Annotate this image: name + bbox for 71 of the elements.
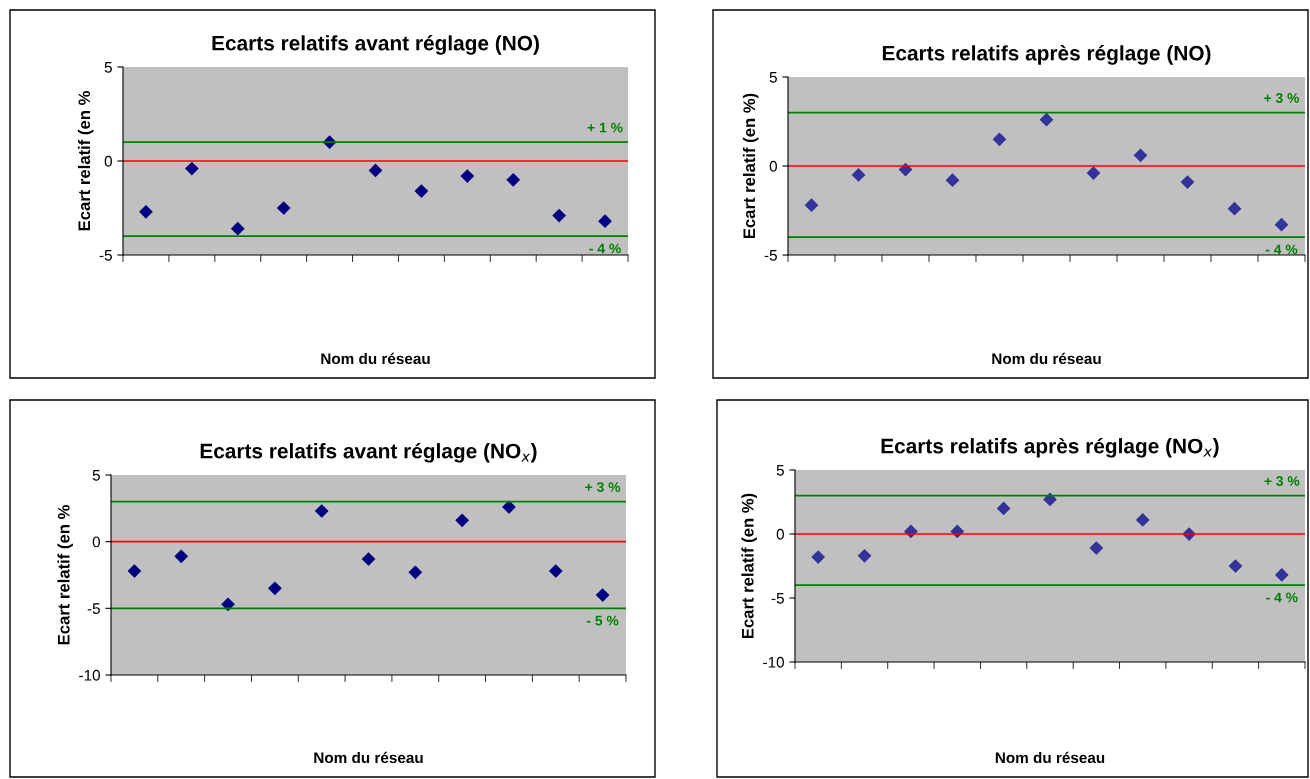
y-tick-label: -5 (87, 603, 100, 615)
point (598, 214, 612, 228)
point (1275, 568, 1289, 582)
ref-line-label: + 1 % (587, 122, 623, 133)
point (315, 504, 329, 518)
point (549, 564, 563, 578)
point (992, 132, 1007, 146)
point (414, 184, 428, 198)
ref-line-label: - 4 % (589, 243, 621, 254)
point (1228, 559, 1243, 573)
point (268, 581, 282, 595)
point (361, 552, 376, 566)
ref-line-label: + 3 % (1264, 476, 1300, 486)
point (596, 588, 610, 602)
ref-line-label: + 3 % (1264, 93, 1300, 103)
point (174, 549, 188, 563)
point (185, 161, 199, 176)
y-axis-title: Ecart relatif (en % (57, 505, 73, 645)
y-axis-title: Ecart relatif (en %) (741, 493, 757, 639)
point (139, 205, 153, 219)
point (1043, 492, 1057, 507)
point (368, 163, 383, 177)
point (1089, 541, 1103, 555)
y-tick-label: 0 (769, 160, 777, 172)
point (851, 168, 866, 182)
point (1133, 148, 1148, 162)
y-tick-label: 5 (776, 465, 784, 476)
x-axis-title: Nom du réseau (995, 751, 1105, 764)
y-tick-label: -5 (771, 593, 784, 604)
ref-line-label: - 4 % (1266, 592, 1298, 603)
y-tick-label: -10 (79, 669, 100, 681)
point (1227, 202, 1242, 216)
y-tick-label: 0 (776, 528, 784, 540)
y-axis-title: Ecart relatif (en % (77, 91, 94, 231)
point (857, 549, 872, 563)
x-axis-title: Nom du réseau (321, 352, 430, 365)
chart-title: Ecarts relatifs avant réglage (NO$_{x}$) (200, 442, 537, 463)
ref-line-label: + 3 % (585, 482, 621, 492)
ref-line-label: - 4 % (1265, 244, 1298, 255)
ref-line-label: - 5 % (586, 615, 619, 626)
point (506, 173, 520, 187)
chart-title: Ecarts relatifs après réglage (NO) (882, 45, 1211, 65)
point (127, 564, 141, 578)
x-axis-title: Nom du réseau (992, 352, 1101, 365)
point (804, 198, 819, 212)
point (1274, 218, 1289, 232)
chart-title: Ecarts relatifs après réglage (NO$_{x}$) (881, 437, 1219, 458)
y-tick-label: -10 (763, 656, 784, 668)
y-tick-label: 5 (92, 470, 100, 481)
y-tick-label: 5 (769, 72, 777, 83)
y-tick-label: 0 (92, 536, 100, 548)
point (231, 222, 245, 236)
chart-title: Ecarts relatifs avant réglage (NO) (212, 35, 539, 55)
point (1180, 175, 1195, 189)
y-tick-label: -5 (99, 250, 112, 261)
x-axis-title: Nom du réseau (314, 751, 423, 764)
point (455, 513, 469, 527)
point (997, 501, 1011, 515)
point (460, 169, 474, 183)
y-tick-label: 5 (104, 62, 112, 73)
point (277, 201, 291, 215)
y-axis-title: Ecart relatif (en %) (742, 93, 759, 239)
point (1136, 513, 1150, 527)
point (1039, 113, 1054, 127)
y-tick-label: -5 (764, 250, 777, 261)
y-tick-label: 0 (104, 155, 112, 167)
point (1086, 166, 1101, 180)
point (408, 565, 422, 579)
point (552, 208, 566, 223)
point (945, 173, 960, 187)
point (811, 550, 825, 564)
